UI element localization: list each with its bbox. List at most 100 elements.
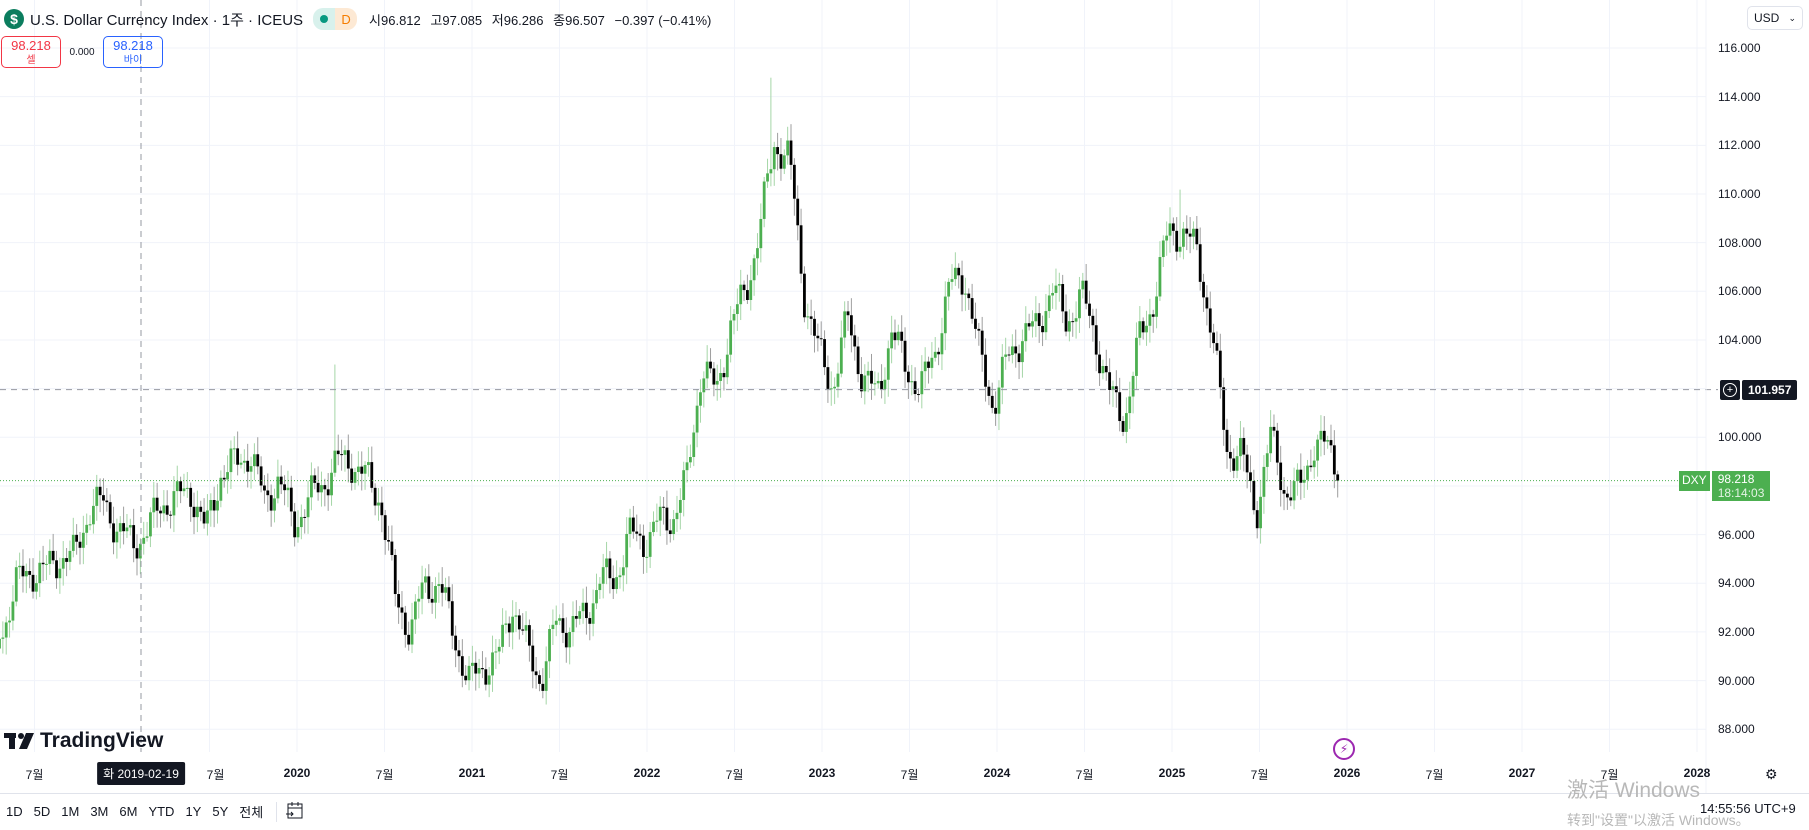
candle-up — [1145, 325, 1148, 333]
candle-down — [960, 275, 964, 295]
candle-up — [353, 472, 357, 483]
candle-up — [145, 536, 149, 538]
candle-down — [41, 562, 45, 565]
candle-up — [1024, 323, 1028, 342]
add-alert-plus-icon[interactable]: + — [1720, 380, 1740, 400]
candle-up — [71, 534, 75, 551]
tradingview-logo[interactable]: TradingView — [4, 729, 163, 753]
candle-up — [4, 622, 8, 638]
candle-up — [417, 598, 421, 602]
price-tick-label: 96.000 — [1718, 527, 1755, 542]
candle-up — [950, 279, 954, 282]
candle-up — [306, 497, 310, 518]
candle-down — [1225, 429, 1229, 452]
candle-up — [310, 475, 313, 498]
candle-up — [843, 311, 847, 338]
candle-up — [142, 537, 146, 544]
go-to-date-calendar-icon[interactable] — [285, 800, 305, 823]
candle-down — [638, 533, 642, 536]
candle-down — [474, 662, 478, 674]
candle-down — [407, 634, 411, 645]
spread-value: 0.000 — [69, 46, 95, 58]
time-tick-label: 2021 — [458, 766, 486, 780]
candle-up — [1057, 284, 1061, 286]
price-tick-label: 112.000 — [1718, 138, 1761, 153]
candle-down — [662, 506, 665, 508]
candle-down — [1017, 353, 1021, 363]
range-button-YTD[interactable]: YTD — [148, 804, 175, 819]
candle-down — [1121, 421, 1125, 432]
currency-select[interactable]: USD ⌄ — [1747, 6, 1803, 30]
candle-down — [21, 565, 25, 577]
time-tick-label: 7월 — [206, 768, 225, 782]
symbol-header: $ U.S. Dollar Currency Index · 1주 · ICEU… — [4, 8, 717, 30]
candle-down — [1041, 326, 1044, 333]
market-status[interactable]: D — [313, 8, 358, 30]
range-button-전체[interactable]: 전체 — [239, 805, 264, 820]
candle-up — [1004, 354, 1008, 357]
candle-down — [1007, 354, 1011, 356]
range-button-1Y[interactable]: 1Y — [185, 804, 202, 819]
candle-down — [323, 485, 327, 490]
range-button-6M[interactable]: 6M — [119, 804, 138, 819]
candle-down — [112, 523, 115, 543]
candle-up — [11, 601, 15, 621]
candle-down — [1104, 366, 1108, 373]
buy-button[interactable]: 98.218 바이 — [103, 36, 163, 68]
candle-down — [722, 373, 726, 378]
candle-down — [78, 541, 82, 548]
candle-up — [601, 567, 605, 584]
range-button-5Y[interactable]: 5Y — [212, 804, 229, 819]
symbol-title[interactable]: U.S. Dollar Currency Index · 1주 · ICEUS — [30, 11, 304, 29]
candle-down — [967, 293, 971, 299]
last-price-value: 98.218 — [1717, 472, 1755, 486]
candle-up — [655, 520, 659, 522]
candle-down — [1014, 346, 1018, 354]
candle-up — [1269, 426, 1273, 454]
candle-up — [58, 568, 62, 579]
candle-up — [413, 601, 417, 620]
candle-up — [695, 405, 699, 433]
candle-down — [259, 466, 263, 486]
price-tick-label: 90.000 — [1718, 673, 1755, 688]
range-button-1D[interactable]: 1D — [6, 804, 23, 819]
candle-down — [1232, 458, 1236, 471]
axis-settings-gear-icon[interactable]: ⚙ — [1765, 766, 1778, 782]
candle-down — [1084, 280, 1088, 304]
candle-up — [735, 304, 739, 315]
candle-up — [477, 668, 481, 674]
candle-down — [202, 511, 206, 524]
range-buttons: 1D 5D 1M 3M 6M YTD 1Y 5Y 전체 — [6, 800, 316, 823]
range-button-3M[interactable]: 3M — [90, 804, 109, 819]
sell-button[interactable]: 98.218 셀 — [1, 36, 61, 68]
candle-down — [1249, 472, 1252, 482]
candle-down — [1027, 323, 1031, 327]
range-button-1M[interactable]: 1M — [61, 804, 80, 819]
lightning-event-icon[interactable]: ⚡︎ — [1333, 738, 1355, 760]
candle-up — [1178, 246, 1182, 252]
candle-down — [1175, 230, 1179, 252]
candle-up — [558, 618, 561, 621]
candle-down — [517, 615, 521, 630]
time-tick-label: 2023 — [808, 766, 836, 780]
candle-down — [846, 311, 850, 316]
price-chart[interactable] — [0, 0, 1809, 793]
candle-up — [769, 169, 773, 174]
price-tick-label: 114.000 — [1718, 89, 1761, 104]
candle-up — [876, 380, 880, 384]
candle-up — [1078, 289, 1081, 319]
candle-up — [85, 524, 89, 533]
crosshair-price-label: + 101.957 — [1720, 380, 1798, 400]
price-tick-label: 108.000 — [1718, 235, 1762, 250]
candle-up — [1067, 321, 1071, 332]
candle-down — [906, 371, 910, 383]
candle-up — [299, 516, 303, 528]
range-button-5D[interactable]: 5D — [33, 804, 51, 819]
candle-up — [997, 387, 1001, 414]
candle-up — [209, 500, 213, 511]
candle-up — [420, 582, 424, 599]
clock[interactable]: 14:55:56 UTC+9 — [1700, 801, 1796, 816]
candle-up — [273, 498, 276, 511]
candle-down — [326, 489, 330, 496]
candle-down — [1255, 510, 1259, 529]
